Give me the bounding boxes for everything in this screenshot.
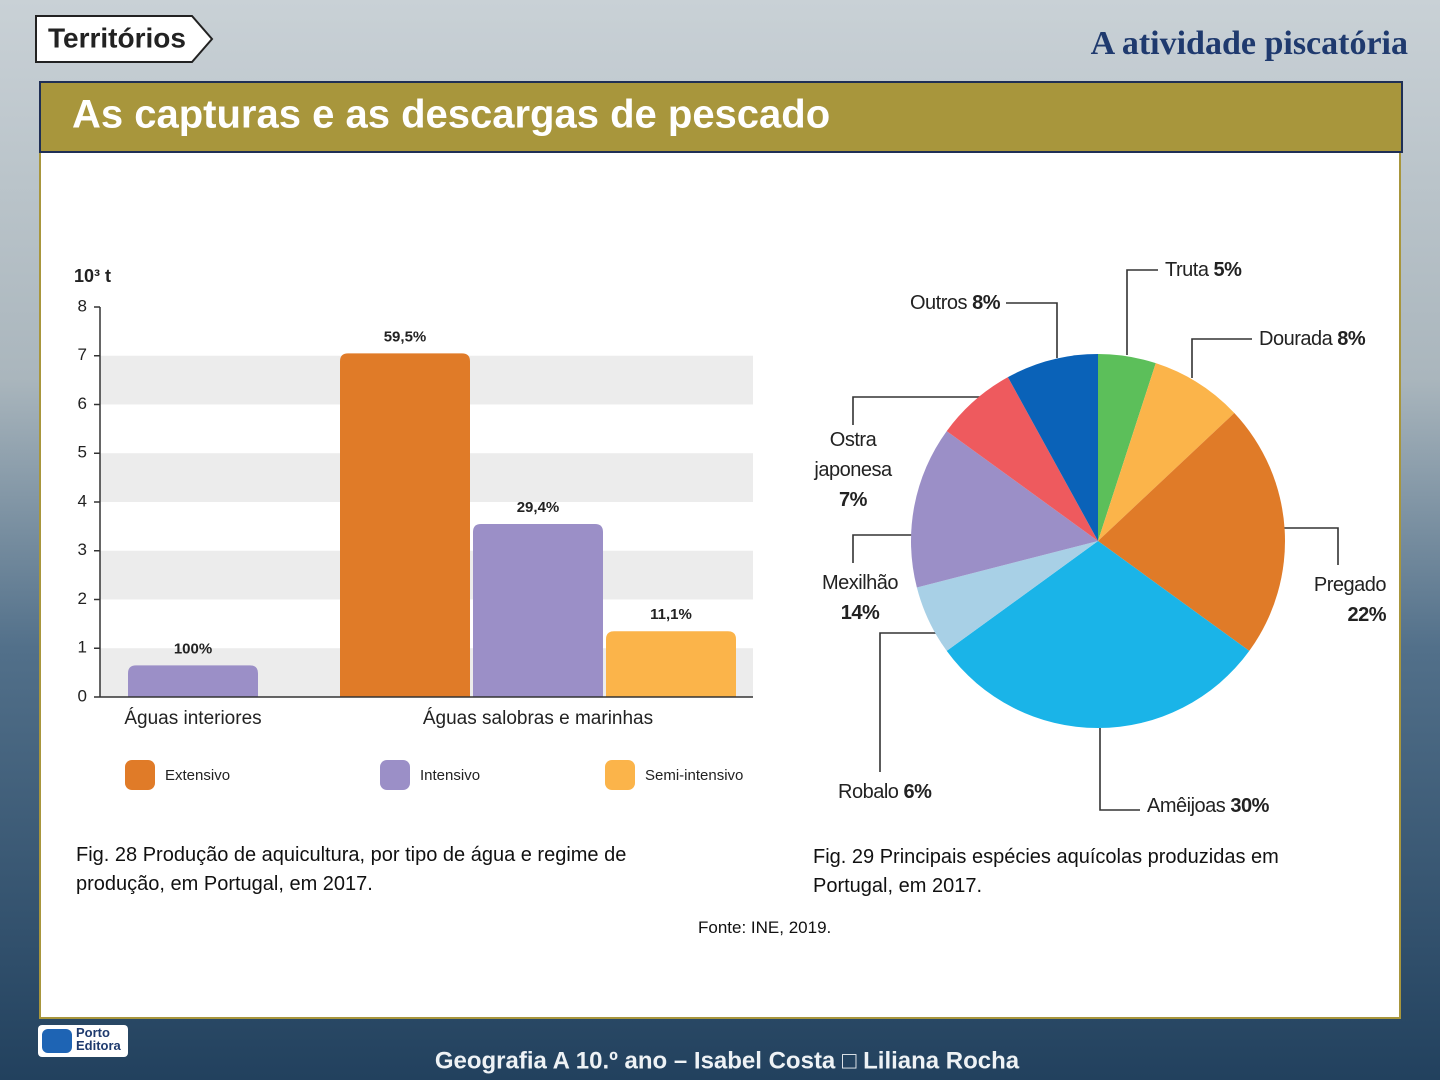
share-label: 11,1% xyxy=(650,606,692,623)
y-tick-label: 0 xyxy=(78,686,87,705)
share-label: 29,4% xyxy=(517,499,560,516)
pie-label-value: 8% xyxy=(972,292,1000,314)
y-tick-label: 5 xyxy=(78,443,87,462)
pie-label-name: Dourada xyxy=(1259,328,1333,350)
legend-swatch xyxy=(605,760,635,790)
source: Fonte: INE, 2019. xyxy=(698,918,832,937)
y-tick-label: 8 xyxy=(78,296,87,315)
pie-slice xyxy=(916,541,1098,651)
pie-label: Outros 8% xyxy=(860,288,1000,318)
slide-title: As capturas e as descargas de pescado xyxy=(72,93,830,137)
pie-label: Mexilhão 14% xyxy=(810,568,910,628)
pie-label: Dourada 8% xyxy=(1259,324,1409,354)
pie-slice xyxy=(1098,412,1285,651)
legend-swatch xyxy=(125,760,155,790)
legend-swatch xyxy=(380,760,410,790)
y-tick-label: 2 xyxy=(78,589,87,608)
x-tick-label: Águas salobras e marinhas xyxy=(423,708,653,729)
logo-box xyxy=(35,15,214,63)
y-tick-label: 4 xyxy=(78,491,87,510)
share-label: 100% xyxy=(174,640,212,657)
y-tick-label: 7 xyxy=(78,345,87,364)
footer-credits: Geografia A 10.º ano – Isabel Costa □ Li… xyxy=(435,1047,1020,1074)
pie-label-name: Pregado xyxy=(1313,574,1387,596)
pie-slice xyxy=(946,377,1098,541)
pie-slice xyxy=(911,431,1098,588)
pie-label-value: 22% xyxy=(1347,604,1386,626)
caption: Fig. 28 Produção de aquicultura, por tip… xyxy=(76,844,627,895)
pie-label: Robalo 6% xyxy=(838,777,968,807)
pie-label-name: Ostra japonesa xyxy=(814,429,892,481)
pie-label: Ostra japonesa 7% xyxy=(805,425,901,515)
caption: Fig. 29 Principais espécies aquícolas pr… xyxy=(813,846,1279,897)
pie-label-name: Outros xyxy=(910,292,968,314)
y-tick-label: 6 xyxy=(78,394,87,413)
logo-text: Territórios xyxy=(48,22,186,53)
pie-slice xyxy=(946,541,1250,729)
title-bar xyxy=(39,81,1403,153)
publisher-icon xyxy=(42,1029,72,1053)
legend-label: Extensivo xyxy=(165,767,230,784)
y-tick-label: 1 xyxy=(78,638,87,657)
pie-label-value: 14% xyxy=(840,602,880,624)
pie-label-name: Mexilhão xyxy=(821,572,899,594)
bar xyxy=(340,353,470,697)
pie-label-name: Robalo xyxy=(838,781,899,803)
bar xyxy=(606,631,736,697)
pie-label-name: Amêijoas xyxy=(1147,795,1226,817)
pie-label-value: 5% xyxy=(1213,259,1242,281)
x-tick-label: Águas interiores xyxy=(124,708,261,729)
pie-slice xyxy=(1098,354,1156,541)
publisher-name: Porto Editora xyxy=(76,1025,121,1053)
legend-label: Semi-intensivo xyxy=(645,767,743,784)
pie-label: Pregado 22% xyxy=(1290,570,1387,630)
bar xyxy=(473,523,603,697)
y-tick-label: 3 xyxy=(78,540,87,559)
pie-slice xyxy=(1098,363,1235,541)
bar xyxy=(128,665,258,697)
pie-label: Truta 5% xyxy=(1165,255,1305,285)
pie-label-name: Truta xyxy=(1165,259,1209,281)
share-label: 59,5% xyxy=(384,328,427,345)
y-axis-label: 10³ t xyxy=(74,266,111,286)
leader-lines xyxy=(852,269,1339,811)
pie-label-value: 8% xyxy=(1337,328,1366,350)
pie-label-value: 6% xyxy=(903,781,932,803)
legend-label: Intensivo xyxy=(420,767,480,784)
pie-slice xyxy=(1007,354,1098,541)
topic-title: A atividade piscatória xyxy=(1091,25,1408,62)
pie-label-value: 30% xyxy=(1230,795,1269,817)
pie-label: Amêijoas 30% xyxy=(1147,791,1307,821)
pie-label-value: 7% xyxy=(839,489,867,511)
